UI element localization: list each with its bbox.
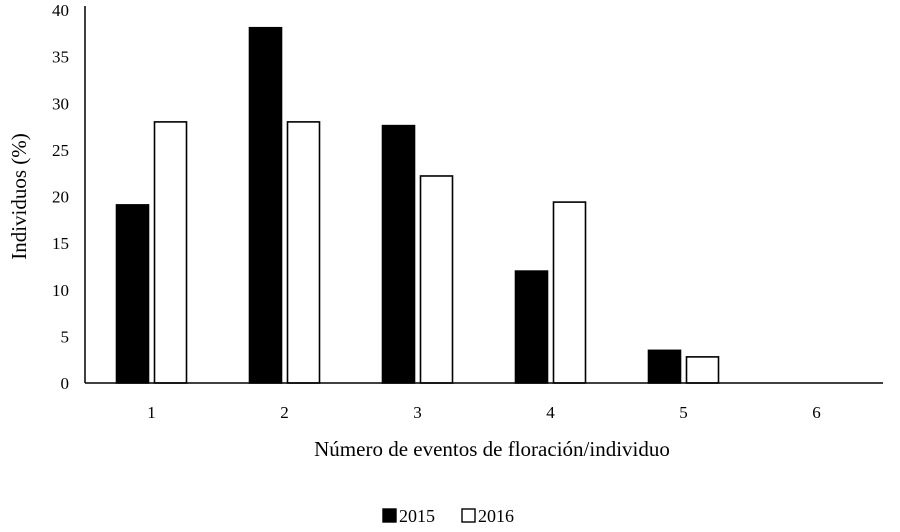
x-tick-label: 3 xyxy=(413,403,422,422)
legend: 2015 2016 xyxy=(382,506,514,526)
bar-2015-3 xyxy=(381,124,416,384)
y-axis-label: Individuos (%) xyxy=(7,133,31,260)
x-tick-label: 1 xyxy=(147,403,156,422)
x-tick-label: 4 xyxy=(546,403,555,422)
legend-label-2016: 2016 xyxy=(478,506,514,526)
bar-2016-1 xyxy=(153,121,188,384)
bar-2015-1 xyxy=(115,204,150,384)
y-tick-label: 0 xyxy=(61,374,70,393)
y-tick-label: 40 xyxy=(52,1,69,20)
bar-2015-5 xyxy=(647,349,682,384)
legend-label-2015: 2015 xyxy=(399,506,435,526)
y-tick-label: 15 xyxy=(52,234,69,253)
bar-2016-2 xyxy=(286,121,321,384)
x-tick-label: 2 xyxy=(280,403,289,422)
bar-2016-4 xyxy=(552,201,587,384)
x-axis-label: Número de eventos de floración/individuo xyxy=(314,437,670,461)
y-axis-ticks: 0 5 10 15 20 25 30 35 40 xyxy=(52,1,69,393)
legend-swatch-2016 xyxy=(461,508,476,523)
bars xyxy=(115,26,720,384)
x-axis-ticks: 1 2 3 4 5 6 xyxy=(147,403,821,422)
y-tick-label: 35 xyxy=(52,48,69,67)
y-tick-label: 20 xyxy=(52,188,69,207)
y-tick-label: 10 xyxy=(52,281,69,300)
bar-2016-3 xyxy=(419,175,454,384)
bar-2015-4 xyxy=(514,270,549,384)
legend-swatch-2015 xyxy=(382,508,397,523)
y-tick-label: 30 xyxy=(52,94,69,113)
bar-2015-2 xyxy=(248,26,283,384)
y-tick-label: 5 xyxy=(61,327,70,346)
bar-2016-5 xyxy=(685,356,720,384)
x-tick-label: 6 xyxy=(812,403,821,422)
y-tick-label: 25 xyxy=(52,141,69,160)
x-tick-label: 5 xyxy=(679,403,688,422)
